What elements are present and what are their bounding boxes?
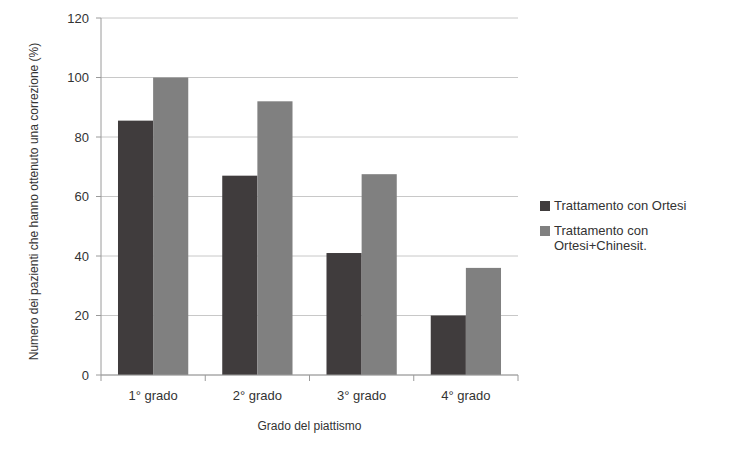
y-tick-label: 120 bbox=[67, 11, 89, 26]
y-tick-label: 0 bbox=[82, 368, 89, 383]
x-tick-label: 4° grado bbox=[441, 388, 490, 403]
bar bbox=[153, 78, 188, 376]
legend-swatch bbox=[540, 201, 550, 211]
bar bbox=[118, 121, 153, 375]
x-tick bbox=[518, 375, 519, 381]
bar bbox=[326, 253, 361, 375]
legend-swatch bbox=[540, 226, 550, 236]
x-tick bbox=[101, 375, 102, 381]
legend-line: Ortesi+Chinesit. bbox=[554, 238, 647, 253]
legend-label: Trattamento con Ortesi bbox=[554, 198, 687, 213]
bar bbox=[431, 316, 466, 376]
x-tick bbox=[309, 375, 310, 381]
legend: Trattamento con Ortesi Trattamento conOrt… bbox=[540, 198, 687, 253]
y-tick-label: 20 bbox=[75, 308, 89, 323]
x-tick-label: 3° grado bbox=[337, 388, 386, 403]
x-tick bbox=[205, 375, 206, 381]
x-tick-label: 2° grado bbox=[233, 388, 282, 403]
x-axis-label: Grado del piattismo bbox=[257, 419, 361, 433]
y-tick bbox=[96, 77, 101, 78]
bar bbox=[222, 176, 257, 375]
y-tick bbox=[96, 18, 101, 19]
y-axis-label: Numero dei pazienti che hanno ottenuto u… bbox=[27, 43, 41, 361]
chart: 0 20 40 60 80 100 120 1° grado 2° grado 3° grado 4… bbox=[0, 0, 735, 453]
y-tick bbox=[96, 137, 101, 138]
x-tick-label: 1° grado bbox=[128, 388, 177, 403]
bar bbox=[466, 268, 501, 375]
y-tick bbox=[96, 375, 101, 376]
legend-line: Trattamento con Ortesi bbox=[554, 198, 687, 213]
grid-line bbox=[101, 18, 518, 19]
y-tick-label: 40 bbox=[75, 249, 89, 264]
bar bbox=[362, 174, 397, 375]
bar bbox=[257, 101, 292, 375]
y-tick-label: 80 bbox=[75, 130, 89, 145]
y-tick-label: 100 bbox=[67, 70, 89, 85]
y-tick bbox=[96, 315, 101, 316]
y-tick bbox=[96, 196, 101, 197]
bars bbox=[118, 78, 501, 376]
y-tick-label: 60 bbox=[75, 189, 89, 204]
y-tick bbox=[96, 256, 101, 257]
legend-line: Trattamento con bbox=[554, 223, 648, 238]
x-tick bbox=[413, 375, 414, 381]
legend-label: Trattamento conOrtesi+Chinesit. bbox=[554, 223, 648, 253]
y-axis bbox=[101, 18, 102, 375]
